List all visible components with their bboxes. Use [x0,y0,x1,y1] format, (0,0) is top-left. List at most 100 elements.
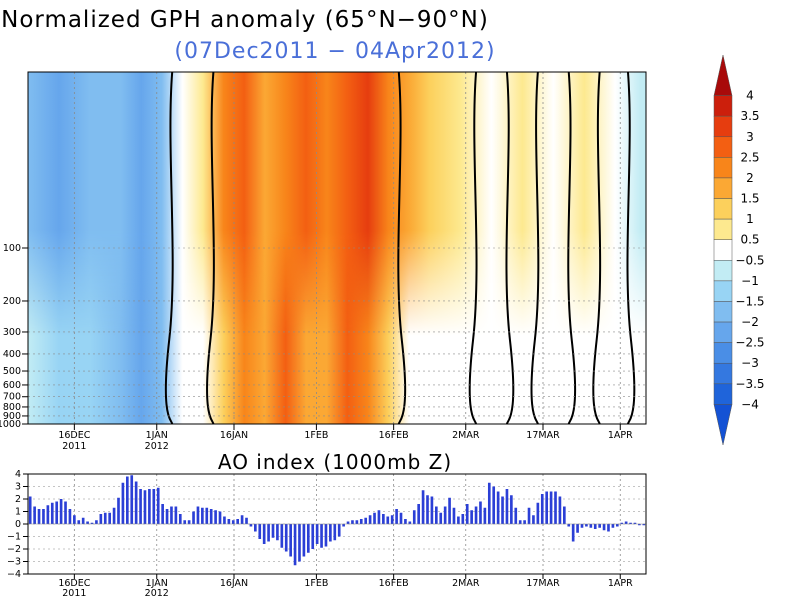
heatmap-panel: 1002003004005006007008009001000 16DEC201… [0,71,647,452]
ao-bar [382,514,385,524]
ao-x-tick-year: 2012 [145,588,169,599]
ao-bar [227,519,231,524]
ao-bar [165,509,169,524]
ao-x-tick-label: 16FEB [379,578,409,589]
ao-bar [196,506,200,524]
ao-bar [306,524,310,553]
ao-bar [355,520,359,524]
ao-bar [404,519,407,524]
heatmap-x-tick-year: 2012 [145,441,169,452]
ao-bar [563,506,566,524]
ao-bar [598,524,601,528]
ao-bar [523,520,526,524]
ao-bar [73,515,76,524]
ao-bar [156,487,160,524]
heatmap-x-tick-label: 2MAR [452,430,480,441]
ao-bar [514,507,518,524]
heatmap-x-tick-label: 1APR [608,430,633,441]
ao-bar [267,524,270,542]
ao-bar [209,509,213,524]
ao-bar [161,504,164,524]
zero-contour-line [397,72,407,424]
ao-bar [293,524,297,566]
colorbar-swatch [713,218,733,240]
colorbar-label: 2 [746,171,754,185]
ao-bar [465,504,469,524]
ao-bar [81,517,85,524]
ao-bar [271,524,275,538]
ao-bar [624,521,628,524]
ao-bar [373,512,376,524]
ao-bar [532,515,535,524]
colorbar-label: 3.5 [740,109,759,123]
ao-bar [95,520,98,524]
ao-bar [496,491,500,524]
ao-bar [126,476,129,524]
zero-contour-line [567,72,577,424]
ao-bar [68,509,72,524]
colorbar-swatch [713,157,733,179]
colorbar-swatch [713,260,733,282]
heatmap-x-tick-label: 16DEC [58,430,90,441]
ao-bar [298,524,301,562]
heatmap-y-axis: 100 200 300 400 500 6007008009001000 [0,243,28,430]
ao-bar [311,524,315,549]
ao-bar [223,516,226,524]
ao-bar [452,507,456,524]
ao-bar [276,524,279,541]
colorbar-label: 3 [746,130,754,144]
heatmap-x-tick-label: 16FEB [379,430,409,441]
ao-bar [505,489,509,524]
colorbar-swatch [713,239,733,261]
ao-bar [236,519,239,524]
ao-bar [395,509,398,524]
heatmap-y-tick-label: 800 [3,402,21,413]
ao-bar [205,507,209,524]
ao-y-tick-label: −2 [7,544,21,555]
ao-bar [386,516,390,524]
ao-bar [602,524,606,531]
ao-bar [417,504,420,524]
ao-bar [289,524,292,557]
ao-y-tick-label: 2 [15,494,21,505]
ao-bar [342,524,345,527]
ao-bar [368,515,372,524]
ao-bar [201,507,204,524]
ao-bar [99,514,103,524]
ao-bar [585,524,588,527]
ao-x-tick-label: 16DEC [58,578,90,589]
ao-bar [130,475,134,524]
colorbar-swatch [713,362,733,385]
ao-bar [364,517,368,524]
ao-bar [435,506,438,524]
ao-bar [545,491,548,524]
ao-bar [461,514,465,524]
ao-bar [611,524,615,528]
ao-bar [50,502,54,524]
colorbar-label: −4 [741,397,759,411]
ao-bar [399,512,403,524]
ao-bar [192,511,195,524]
ao-bar [351,520,354,524]
ao-x-tick-label: 17MAR [526,578,560,589]
ao-bar [337,524,341,537]
colorbar-label: 1 [746,212,754,226]
ao-bar [474,506,478,524]
ao-bar [280,524,284,548]
ao-bar [254,524,257,532]
heatmap-y-tick-label: 100 [3,243,21,254]
ao-bar [430,496,434,524]
ao-bar [421,490,425,524]
zero-contour-line [626,72,636,424]
ao-bar [59,499,63,524]
heatmap-y-tick-label: 900 [3,411,21,422]
colorbar-swatch [713,95,733,117]
ao-y-tick-label: −4 [7,569,21,580]
ao-bar [554,491,557,524]
colorbar-swatch [713,342,733,364]
ao-bar [412,510,416,524]
ao-bar [249,524,253,527]
